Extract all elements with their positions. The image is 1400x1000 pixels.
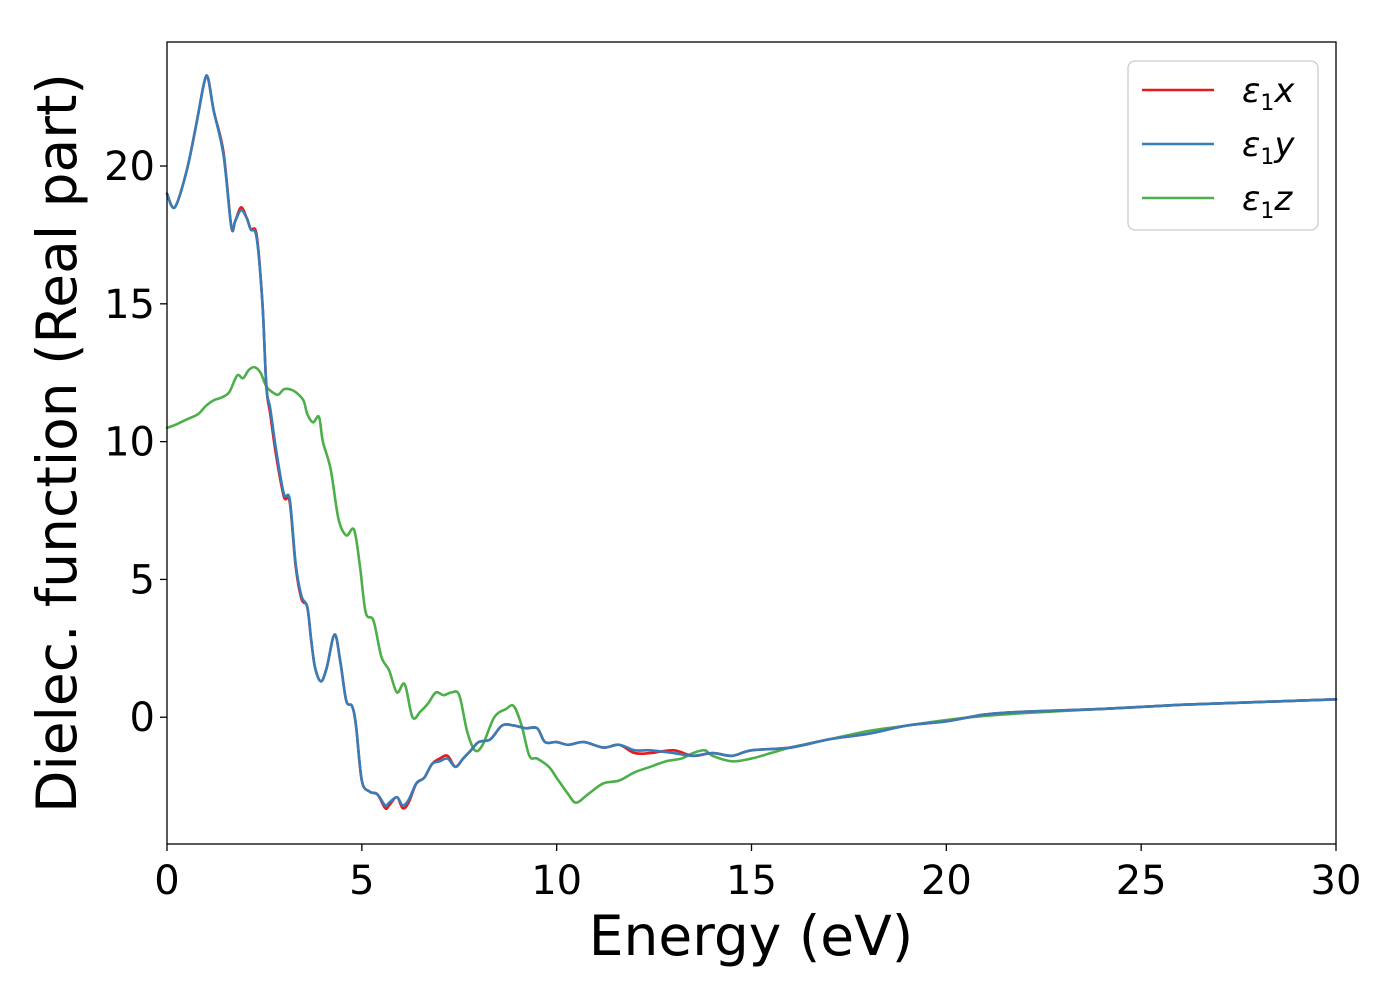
y-tick-label: 10 [104, 420, 155, 466]
legend: ε1x ε1y ε1z [1127, 60, 1319, 231]
legend-label-z: ε1z [1242, 179, 1293, 224]
legend-label-y: ε1y [1242, 125, 1295, 170]
y-tick-label: 0 [130, 695, 155, 741]
legend-entries: ε1x ε1y ε1z [1142, 71, 1295, 224]
x-tick-label: 5 [349, 858, 374, 904]
y-axis-ticks: 0 5 10 15 20 [104, 144, 167, 741]
series-layer [165, 74, 1338, 811]
y-tick-label: 15 [104, 282, 155, 328]
legend-label-x: ε1x [1242, 71, 1295, 116]
x-tick-label: 10 [531, 858, 582, 904]
x-tick-label: 30 [1311, 858, 1362, 904]
x-tick-label: 20 [921, 858, 972, 904]
y-axis-label: Dielec. function (Real part) [25, 73, 89, 813]
y-tick-label: 20 [104, 144, 155, 190]
x-axis-label: Energy (eV) [589, 904, 913, 968]
x-tick-label: 0 [154, 858, 179, 904]
x-axis-ticks: 0 5 10 15 20 25 30 [154, 844, 1361, 904]
y-tick-label: 5 [130, 557, 155, 603]
x-tick-label: 25 [1116, 858, 1167, 904]
legend-box [1127, 60, 1319, 231]
x-tick-label: 15 [726, 858, 777, 904]
series-line-y [165, 74, 1338, 808]
